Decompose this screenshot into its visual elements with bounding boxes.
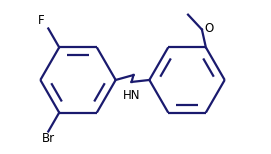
Text: F: F bbox=[38, 14, 44, 28]
Text: O: O bbox=[204, 22, 213, 35]
Text: HN: HN bbox=[123, 89, 140, 102]
Text: Br: Br bbox=[42, 132, 55, 146]
